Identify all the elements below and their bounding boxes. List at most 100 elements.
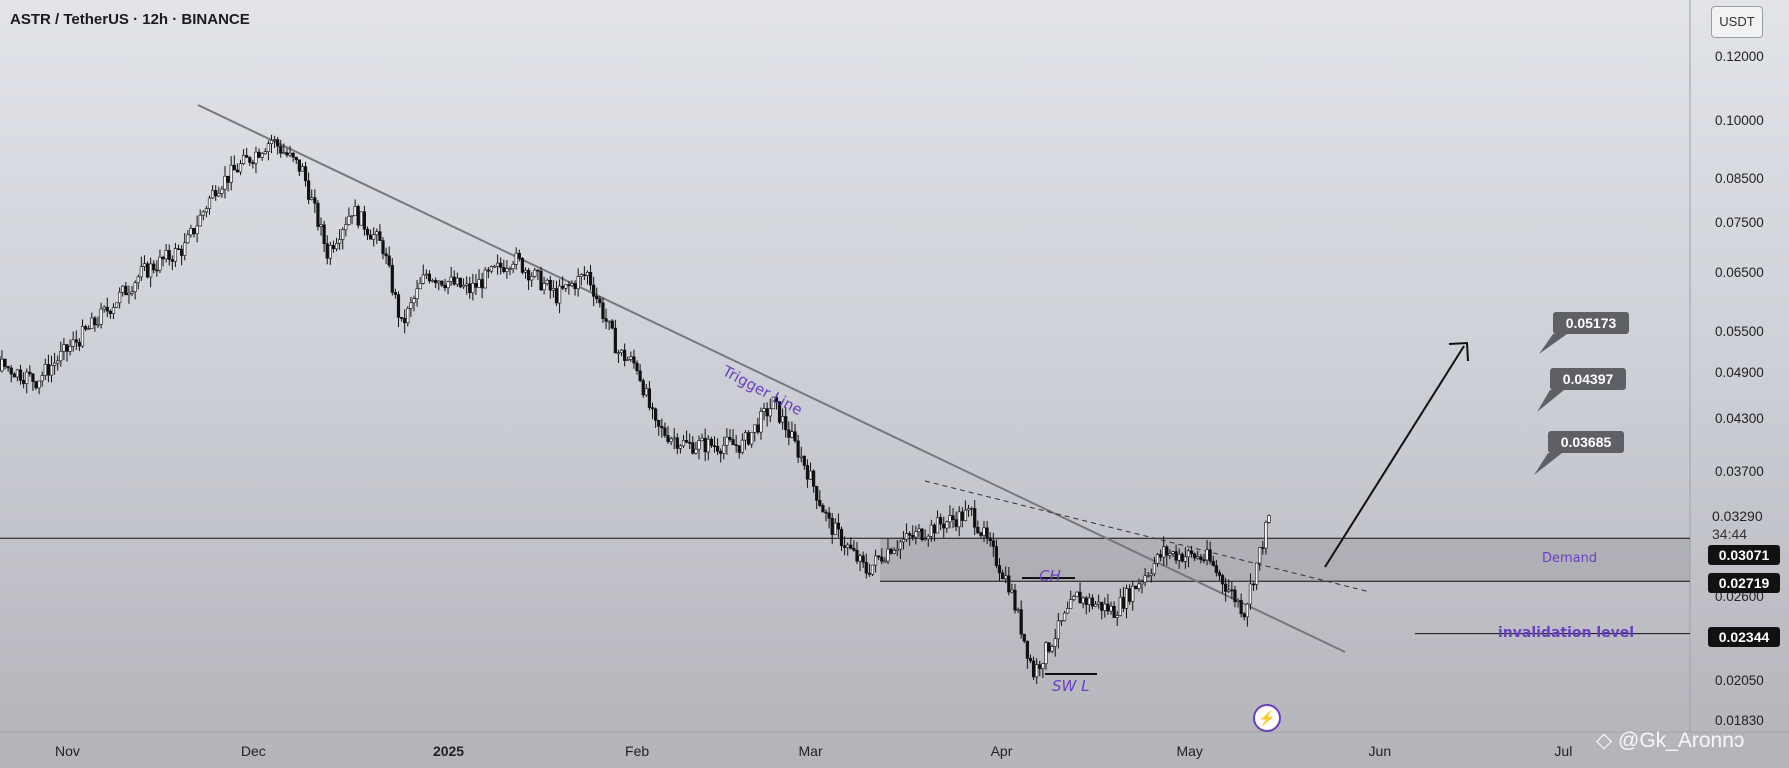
candle-body-166: [393, 292, 397, 295]
candle-body-386: [1075, 591, 1079, 597]
candle-body-383: [1066, 608, 1070, 614]
candle-body-185: [452, 276, 456, 285]
candle-body-66: [83, 326, 88, 330]
candle-body-136: [300, 166, 305, 172]
candle-body-408: [1143, 575, 1147, 583]
candle-body-426: [1199, 556, 1203, 561]
currency-selector[interactable]: USDT: [1711, 6, 1763, 38]
candle-body-241: [626, 359, 630, 361]
candle-body-207: [520, 258, 525, 273]
price-tick-5: 0.05500: [1715, 324, 1764, 340]
candle-body-309: [836, 522, 841, 530]
candle-body-167: [396, 294, 401, 318]
candle-body-304: [821, 505, 825, 513]
candle-body-296: [796, 440, 800, 458]
candle-body-285: [762, 408, 766, 412]
candle-body-302: [815, 486, 819, 501]
candle-body-219: [557, 285, 562, 304]
candle-body-435: [1227, 589, 1231, 592]
candle-body-319: [867, 572, 871, 575]
candle-body-158: [369, 234, 373, 240]
candle-body-150: [344, 224, 348, 231]
candle-body-438: [1236, 600, 1240, 603]
candle-body-104: [201, 211, 205, 216]
candle-body-125: [266, 143, 270, 152]
candle-body-192: [474, 283, 478, 288]
candle-body-355: [979, 532, 983, 536]
candle-body-418: [1174, 551, 1178, 561]
candle-body-81: [130, 291, 134, 294]
candle-body-206: [517, 252, 521, 259]
candle-body-224: [573, 283, 577, 290]
candle-body-175: [421, 274, 425, 284]
candle-body-173: [415, 288, 419, 300]
candle-body-286: [765, 408, 769, 417]
candle-body-266: [703, 437, 707, 453]
candle-body-403: [1128, 588, 1132, 602]
candle-body-118: [245, 155, 249, 158]
lightning-icon[interactable]: ⚡: [1253, 704, 1281, 732]
candle-body-72: [102, 306, 106, 310]
candle-body-116: [238, 163, 243, 173]
candle-body-101: [192, 228, 196, 235]
candle-body-322: [877, 555, 881, 558]
candle-body-292: [784, 416, 788, 431]
candle-body-350: [963, 509, 968, 521]
candle-body-360: [994, 546, 998, 566]
price-tick-12: 0.01830: [1715, 713, 1764, 728]
candle-body-406: [1137, 583, 1141, 589]
candle-body-260: [684, 440, 689, 443]
target-tail-2: [1537, 390, 1564, 412]
candle-body-382: [1062, 612, 1067, 621]
watermark-text: @Gk_Aronnↄ: [1618, 729, 1745, 752]
candle-body-55: [49, 365, 54, 376]
candle-body-372: [1031, 660, 1036, 678]
candle-body-328: [895, 548, 899, 551]
time-tick-5: Apr: [990, 743, 1013, 759]
price-tick-2: 0.08500: [1715, 170, 1764, 186]
candle-body-401: [1121, 596, 1126, 609]
candle-body-424: [1193, 553, 1197, 559]
candle-body-75: [111, 307, 116, 314]
candle-body-311: [842, 545, 847, 548]
candle-body-208: [523, 270, 528, 273]
candle-body-197: [489, 266, 494, 272]
candle-body-407: [1140, 581, 1144, 585]
candle-body-120: [251, 162, 255, 164]
ch-label: CH: [1039, 567, 1061, 585]
price-tick-4: 0.06500: [1715, 265, 1764, 281]
candle-body-257: [675, 437, 679, 449]
candle-body-74: [108, 310, 112, 314]
candle-body-432: [1217, 572, 1222, 576]
candle-body-90: [158, 256, 162, 271]
time-tick-0: Nov: [55, 743, 80, 759]
candle-body-209: [527, 270, 531, 281]
candle-body-445: [1258, 547, 1262, 564]
candle-body-290: [777, 401, 782, 423]
candle-body-249: [650, 407, 655, 410]
candle-body-300: [808, 470, 813, 480]
target-label-1[interactable]: 0.03685: [1548, 431, 1624, 453]
candle-body-393: [1097, 601, 1101, 605]
time-tick-8: Jul: [1554, 743, 1573, 759]
candle-body-415: [1165, 546, 1169, 556]
price-level-label-demand-bottom: 0.02719: [1708, 573, 1780, 593]
candle-body-413: [1158, 554, 1163, 558]
candle-body-431: [1214, 565, 1218, 573]
candle-body-303: [818, 500, 822, 506]
candle-body-252: [660, 426, 664, 429]
bar-countdown: 34:44: [1712, 526, 1748, 542]
invalidation-label: invalidation level: [1498, 625, 1635, 641]
candle-body-172: [412, 298, 416, 304]
candle-body-376: [1044, 642, 1048, 665]
candle-body-327: [892, 550, 896, 554]
target-label-2[interactable]: 0.04397: [1550, 368, 1626, 390]
candle-body-442: [1248, 583, 1253, 605]
candle-body-126: [269, 139, 274, 144]
candle-body-289: [774, 396, 779, 402]
candle-body-326: [889, 548, 893, 554]
target-label-3[interactable]: 0.05173: [1553, 312, 1629, 334]
candle-body-194: [480, 279, 484, 289]
